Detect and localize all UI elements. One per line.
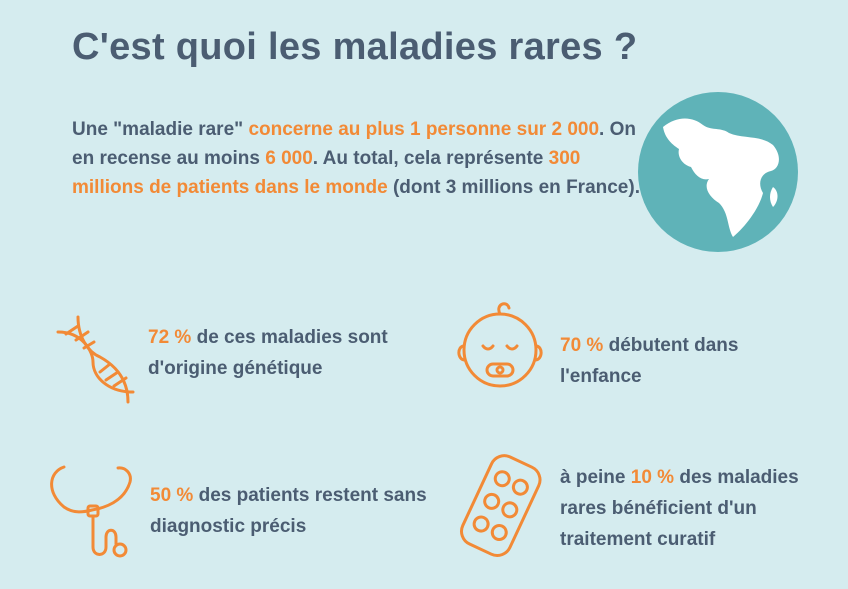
fact: 70 % débutent dans l'enfance [560,330,790,392]
highlight: 300 millions de patients dans le monde [72,148,581,198]
highlight: 72 % [148,327,192,348]
text: (dont 3 millions en France). [387,177,640,198]
text: à peine [560,467,631,488]
highlight: 70 % [560,335,604,356]
highlight: 10 % [630,467,675,488]
fact: 72 % de ces maladies sont d'origine géné… [148,322,428,384]
title: C'est quoi les maladies rares ? [72,26,638,68]
stethoscope-icon [50,465,132,558]
dna-icon [56,315,135,404]
fact: à peine 10 % des maladies rares bénéfici… [560,462,840,555]
text: de ces maladies sont d'origine génétique [148,327,388,379]
text: . On en recense au moins [72,119,636,169]
text: Une "maladie rare" [72,119,249,140]
highlight: 6 000 [265,148,313,169]
intro-text: Une "maladie rare" concerne au plus 1 pe… [72,115,652,202]
text: des maladies rares bénéficient d'un trai… [560,467,799,550]
text: . Au total, cela représente [312,148,549,169]
highlight: concerne au plus 1 personne sur 2 000 [248,119,600,140]
pills-icon [460,454,542,557]
text: débutent dans l'enfance [560,335,739,387]
highlight: 50 % [150,485,194,506]
globe-icon [638,92,798,252]
baby-icon [457,302,543,388]
text: des patients restent sans diagnostic pré… [150,485,427,537]
fact: 50 % des patients restent sans diagnosti… [150,480,440,542]
